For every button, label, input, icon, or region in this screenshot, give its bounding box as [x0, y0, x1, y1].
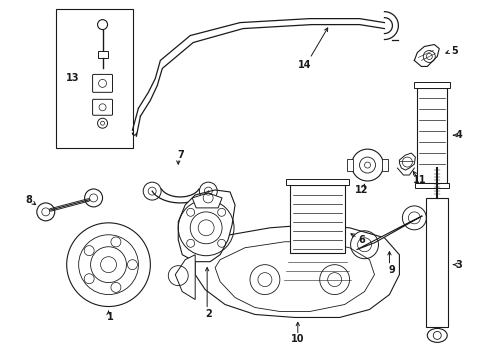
Bar — [416, 183, 449, 188]
Polygon shape — [215, 242, 374, 311]
Polygon shape — [282, 253, 353, 289]
Polygon shape — [383, 159, 389, 171]
Text: 8: 8 — [25, 195, 32, 205]
Bar — [98, 50, 107, 58]
Polygon shape — [357, 216, 422, 250]
Bar — [415, 82, 450, 88]
Text: 6: 6 — [358, 235, 365, 245]
Text: 11: 11 — [413, 175, 426, 185]
Polygon shape — [195, 225, 399, 318]
Text: 3: 3 — [456, 260, 463, 270]
Text: 7: 7 — [177, 150, 184, 160]
Text: 10: 10 — [291, 334, 305, 345]
Polygon shape — [192, 193, 222, 208]
Bar — [56, 9, 133, 148]
Bar — [426, 198, 448, 328]
Text: 14: 14 — [298, 60, 312, 71]
Bar — [286, 179, 348, 185]
Text: 5: 5 — [451, 45, 458, 55]
Text: 2: 2 — [205, 310, 212, 319]
Bar — [417, 88, 447, 183]
FancyBboxPatch shape — [93, 75, 113, 92]
FancyBboxPatch shape — [93, 99, 113, 115]
Text: 9: 9 — [388, 265, 395, 275]
Text: 1: 1 — [107, 312, 114, 323]
Polygon shape — [346, 159, 353, 171]
Text: 13: 13 — [66, 73, 79, 84]
Text: 4: 4 — [456, 130, 463, 140]
Polygon shape — [175, 255, 195, 300]
Polygon shape — [178, 190, 235, 262]
Ellipse shape — [427, 328, 447, 342]
Text: 12: 12 — [355, 185, 368, 195]
Bar — [290, 185, 344, 253]
Polygon shape — [399, 153, 416, 170]
